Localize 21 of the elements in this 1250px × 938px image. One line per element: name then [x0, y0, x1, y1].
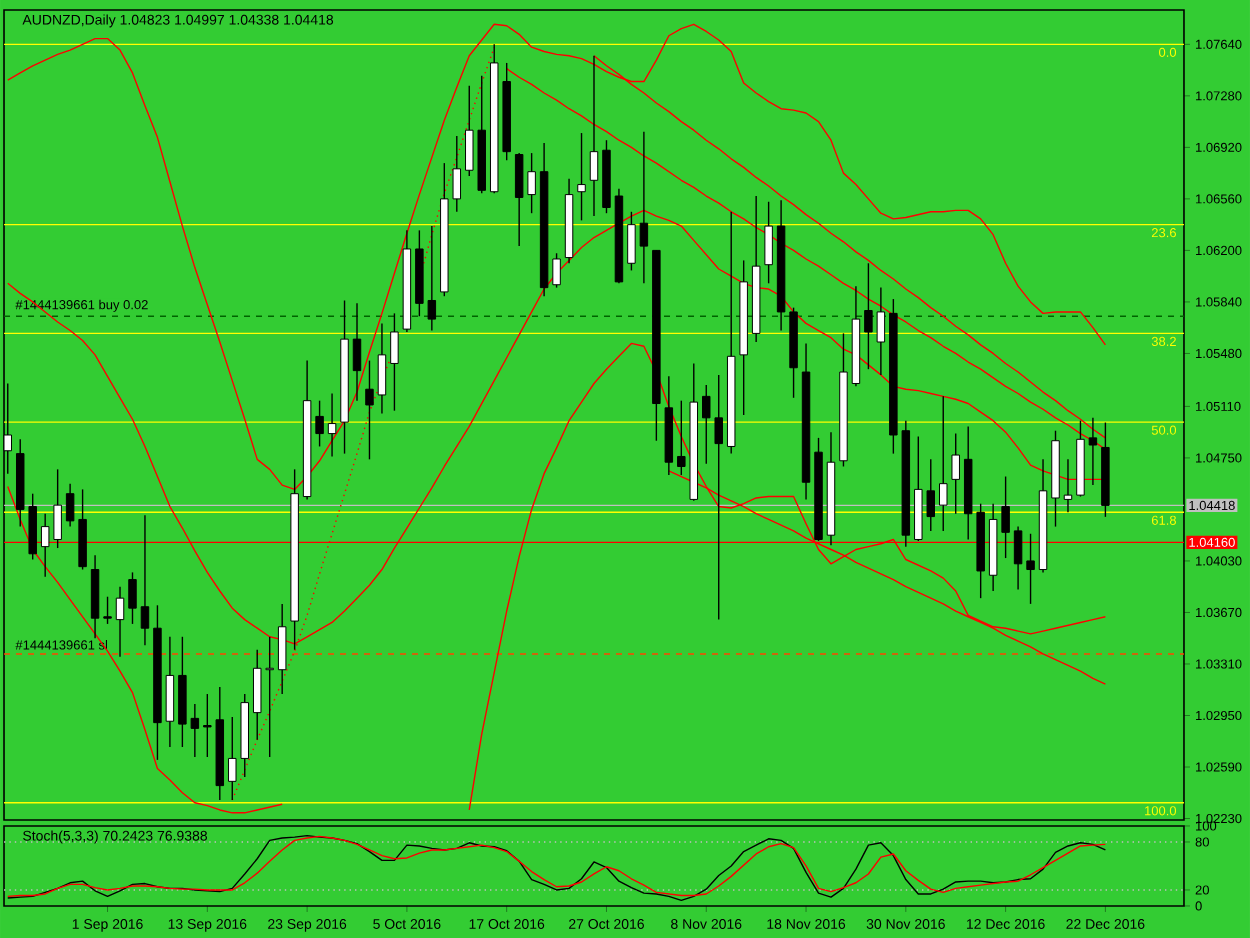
candlestick — [1026, 532, 1035, 605]
candlestick — [1063, 458, 1073, 513]
candlestick — [352, 302, 362, 402]
candlestick — [327, 392, 337, 457]
candlestick — [1013, 525, 1023, 591]
candlestick — [165, 635, 175, 748]
candlestick — [939, 395, 948, 532]
candlestick — [365, 359, 374, 460]
candlestick — [277, 602, 287, 695]
candlestick — [951, 432, 960, 515]
candlestick — [1088, 416, 1098, 486]
candlestick — [115, 585, 125, 658]
candlestick — [390, 312, 399, 412]
candlestick — [589, 54, 599, 217]
candlestick — [103, 595, 112, 625]
candlestick — [128, 571, 137, 625]
candlestick — [764, 200, 773, 284]
candlestick — [140, 514, 150, 646]
candlestick — [552, 252, 561, 289]
candlestick — [377, 322, 387, 415]
candlestick — [577, 132, 586, 221]
